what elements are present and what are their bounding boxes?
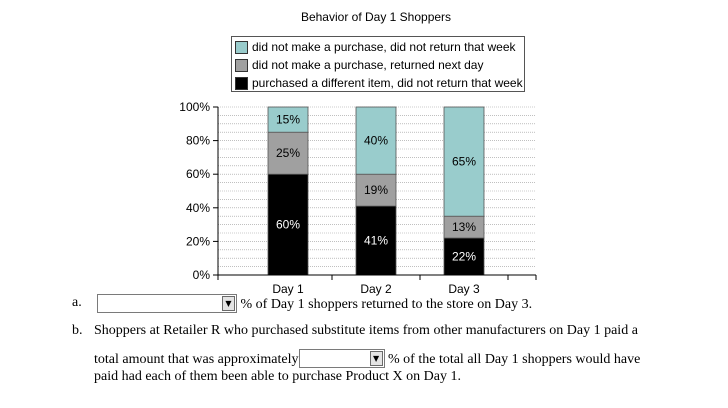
question-b-text-before: total amount that was approximately <box>94 352 299 367</box>
data-label: 22% <box>452 250 476 264</box>
data-label: 60% <box>276 218 300 232</box>
question-b-text-after: % of the total all Day 1 shoppers would … <box>388 352 641 367</box>
bar-segment <box>267 106 309 133</box>
x-tick-label: Day 3 <box>448 282 480 296</box>
y-tick-label: 100% <box>179 100 210 114</box>
legend-item: did not make a purchase, returned next d… <box>235 56 524 74</box>
legend-swatch <box>235 40 248 54</box>
data-label: 15% <box>276 113 300 127</box>
data-label: 25% <box>276 146 300 160</box>
x-tick-label: Day 1 <box>272 282 304 296</box>
y-tick-label: 20% <box>186 234 210 248</box>
y-tick-label: 60% <box>186 167 210 181</box>
bar-segment <box>443 106 485 217</box>
bars: 60% 25% 15% 41% 19% 40% 22% 13% 65% <box>267 106 485 276</box>
legend-label: did not make a purchase, returned next d… <box>252 58 484 72</box>
y-tick-label: 40% <box>186 201 210 215</box>
legend-item: did not make a purchase, did not return … <box>235 38 524 56</box>
bar-segment <box>443 237 485 276</box>
data-label: 41% <box>364 234 388 248</box>
axes: Day 1 Day 2 Day 3 0% 20% 40% 60% 80% 100% <box>179 100 537 296</box>
bar-segment <box>267 173 309 276</box>
data-label: 19% <box>364 183 388 197</box>
chart: Behavior of Day 1 Shoppers 60% 25% 15% 41% 1… <box>179 10 537 296</box>
chevron-down-icon[interactable]: ▼ <box>369 351 383 366</box>
question-a-letter: a. <box>72 295 82 310</box>
data-label: 65% <box>452 155 476 169</box>
y-tick-label: 0% <box>193 268 211 282</box>
chevron-down-icon[interactable]: ▼ <box>222 296 235 311</box>
legend-swatch <box>235 58 248 72</box>
question-b-line2: total amount that was approximately ▼ % … <box>94 349 720 368</box>
data-label: 13% <box>452 220 476 234</box>
question-a: a. ▼ % of Day 1 shoppers returned to the… <box>60 294 720 313</box>
x-tick-label: Day 2 <box>360 282 392 296</box>
question-b-dropdown[interactable]: ▼ <box>298 349 385 368</box>
question-a-text: % of Day 1 shoppers returned to the stor… <box>240 297 533 312</box>
bar-segment <box>355 106 397 175</box>
legend-label: purchased a different item, did not retu… <box>252 76 523 90</box>
question-b-line1: Shoppers at Retailer R who purchased sub… <box>94 323 638 338</box>
question-b-letter: b. <box>72 323 83 338</box>
legend: did not make a purchase, did not return … <box>231 36 525 92</box>
bar-segment <box>355 173 397 207</box>
legend-label: did not make a purchase, did not return … <box>252 40 516 54</box>
question-b: b. Shoppers at Retailer R who purchased … <box>60 322 720 385</box>
y-tick-label: 80% <box>186 134 210 148</box>
question-a-dropdown[interactable]: ▼ <box>97 294 237 313</box>
question-b-line3: paid had each of them been able to purch… <box>94 369 461 384</box>
data-label: 40% <box>364 134 388 148</box>
legend-swatch <box>235 76 248 90</box>
questions: a. ▼ % of Day 1 shoppers returned to the… <box>60 294 720 385</box>
chart-title: Behavior of Day 1 Shoppers <box>301 10 451 24</box>
bar-segment <box>355 205 397 276</box>
legend-item: purchased a different item, did not retu… <box>235 74 524 92</box>
